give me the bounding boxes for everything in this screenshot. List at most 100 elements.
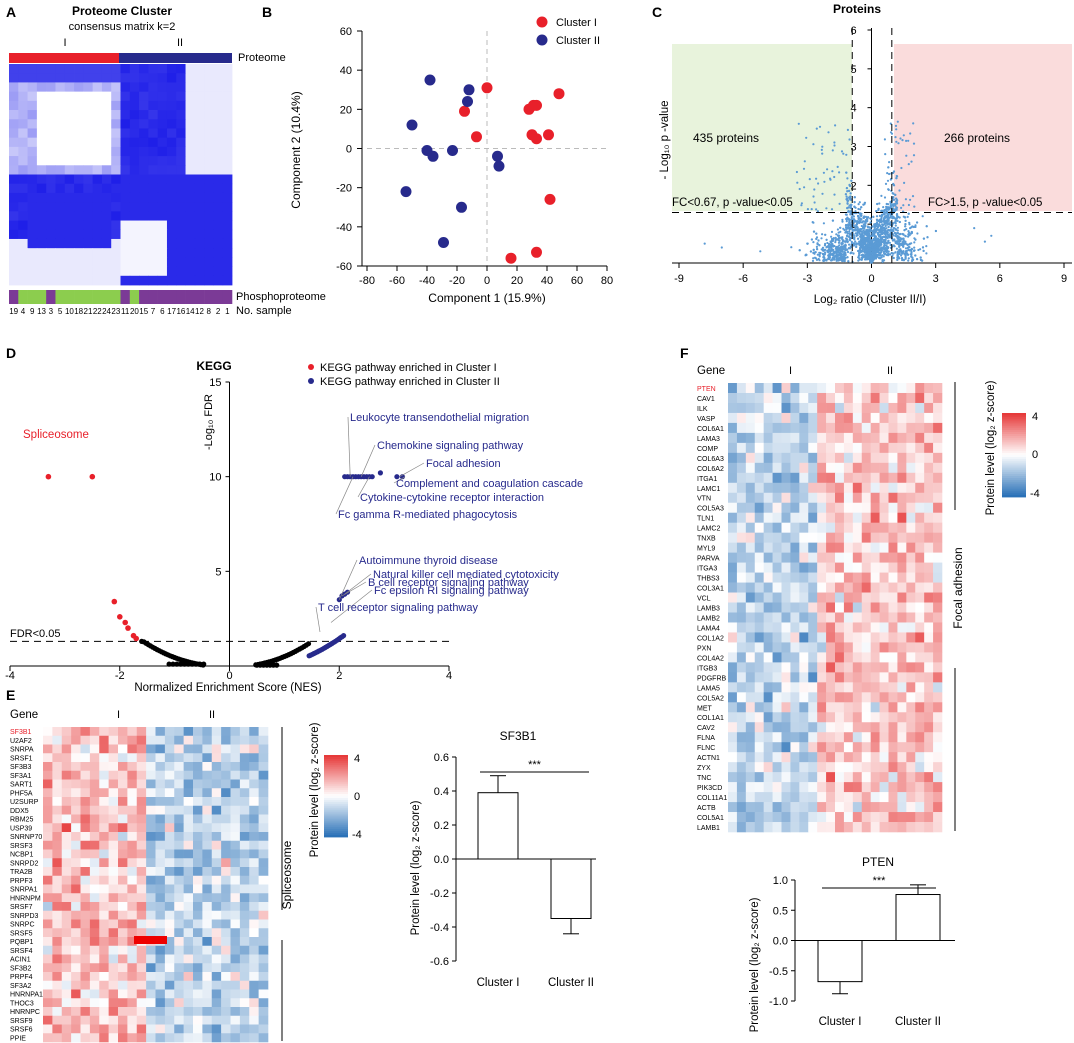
protein-point [895, 217, 898, 220]
gene-label: PARVA [697, 556, 720, 563]
panel-label-a: A [6, 4, 16, 20]
heat-cell [230, 910, 241, 920]
matrix-cell [9, 100, 19, 111]
heat-cell [146, 840, 156, 850]
heat-cell [99, 980, 109, 990]
heat-cell [790, 462, 800, 474]
protein-point [884, 252, 887, 255]
heat-cell [61, 735, 72, 745]
matrix-cell [213, 137, 224, 148]
heat-cell [933, 383, 943, 394]
heat-cell [799, 512, 809, 523]
matrix-cell [194, 91, 205, 102]
protein-point [887, 240, 890, 243]
heat-cell [211, 797, 222, 807]
heat-cell [43, 744, 53, 754]
heat-cell [249, 1007, 259, 1017]
matrix-cell [120, 211, 131, 221]
gene-label: SNRPD3 [10, 913, 39, 920]
matrix-cell [120, 100, 131, 111]
heat-cell [249, 832, 259, 842]
matrix-cell [176, 165, 186, 175]
heat-cell [118, 867, 128, 877]
protein-point [891, 222, 895, 225]
heat-cell [230, 1024, 241, 1034]
protein-point [883, 216, 886, 219]
gene-label: SF3A1 [10, 773, 32, 780]
protein-point [898, 233, 901, 236]
gene-label: PRPF4 [10, 974, 33, 981]
protein-point [902, 240, 905, 243]
heat-cell [897, 502, 907, 514]
gene-label: PPIE [10, 1035, 26, 1042]
matrix-cell [111, 64, 121, 74]
matrix-cell [92, 238, 103, 249]
heat-cell [146, 972, 156, 982]
pca-x-tick-label: 80 [601, 275, 613, 287]
protein-point [905, 139, 908, 142]
matrix-cell [27, 156, 38, 166]
protein-point [914, 254, 917, 257]
protein-point [888, 161, 891, 164]
matrix-cell [166, 211, 177, 221]
heat-cell [258, 832, 269, 842]
heat-cell [897, 442, 907, 454]
heat-cell [174, 779, 184, 789]
matrix-cell [64, 202, 75, 212]
heat-cell [127, 980, 138, 990]
heat-cell [888, 412, 898, 424]
heat-cell [155, 753, 166, 763]
heat-cell [211, 849, 222, 859]
kegg-y-tick-label: 15 [209, 377, 221, 389]
e-gene-header: Gene [10, 709, 38, 721]
heat-cell [239, 832, 250, 842]
heat-cell [89, 919, 100, 929]
heat-cell [781, 383, 791, 394]
heat-cell [843, 392, 854, 404]
heat-cell [146, 875, 156, 885]
heat-cell [763, 392, 773, 404]
matrix-cell [148, 91, 159, 102]
cluster-ii-point [438, 237, 449, 248]
matrix-cell [36, 119, 47, 129]
heat-cell [164, 849, 175, 859]
matrix-cell [101, 248, 112, 258]
heat-cell [61, 937, 72, 947]
heat-cell [52, 919, 63, 929]
heat-cell [61, 928, 72, 938]
matrix-cell [46, 100, 56, 111]
cluster-i-point [505, 252, 517, 264]
protein-point [904, 225, 907, 228]
heat-cell [136, 727, 147, 737]
heat-cell [89, 779, 100, 789]
heat-cell [906, 392, 916, 404]
heat-cell [258, 1007, 269, 1017]
heat-cell [61, 998, 72, 1008]
heat-cell [870, 512, 880, 523]
scale-step [324, 785, 348, 789]
heat-cell [164, 832, 175, 842]
protein-point [885, 208, 888, 211]
heat-cell [852, 432, 863, 444]
heat-cell [835, 512, 845, 523]
scale-step [324, 834, 348, 838]
protein-point [850, 251, 853, 254]
protein-point [894, 220, 897, 223]
heat-cell [221, 980, 231, 990]
protein-point [812, 230, 816, 233]
heat-cell [745, 383, 756, 394]
protein-point [832, 237, 835, 240]
heat-cell [861, 442, 871, 454]
protein-point [907, 257, 910, 260]
protein-point [914, 238, 917, 241]
matrix-cell [101, 91, 112, 102]
protein-point [826, 241, 829, 245]
heat-cell [155, 963, 166, 973]
protein-point [872, 230, 875, 233]
heat-cell [164, 980, 175, 990]
matrix-cell [64, 82, 75, 93]
kegg-annotations: Leukocyte transendothelial migrationChem… [315, 412, 583, 632]
gene-label: SRSF5 [10, 930, 33, 937]
protein-point [759, 250, 762, 253]
sample-number: 19 [9, 307, 18, 316]
